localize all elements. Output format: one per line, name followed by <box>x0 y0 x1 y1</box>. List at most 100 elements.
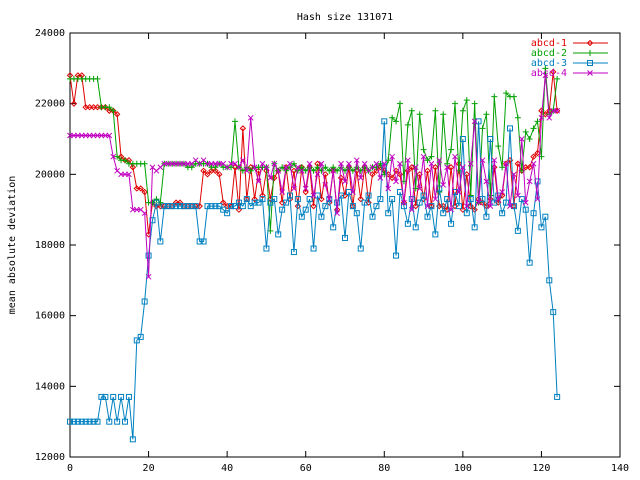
marker <box>428 153 435 160</box>
y-tick-label: 22000 <box>35 99 65 110</box>
marker <box>302 185 309 192</box>
marker <box>534 118 541 125</box>
marker <box>381 118 388 125</box>
marker <box>444 160 451 167</box>
marker <box>479 125 486 132</box>
marker <box>153 199 160 206</box>
marker <box>345 189 352 195</box>
marker <box>416 185 423 192</box>
marker <box>373 203 380 210</box>
legend-label: abcd-1 <box>531 38 567 49</box>
marker <box>522 206 529 213</box>
marker <box>463 97 470 104</box>
marker <box>259 192 266 199</box>
marker <box>459 136 466 142</box>
marker <box>90 418 97 425</box>
marker <box>126 171 132 178</box>
marker <box>534 196 541 202</box>
marker <box>106 132 113 139</box>
marker <box>334 167 341 174</box>
marker <box>424 157 431 164</box>
marker <box>192 203 199 210</box>
marker <box>447 164 455 171</box>
marker <box>542 65 549 72</box>
legend-marker <box>586 39 594 47</box>
marker <box>255 178 262 185</box>
marker <box>467 160 474 167</box>
marker <box>526 259 533 266</box>
marker <box>74 418 81 425</box>
marker <box>279 164 286 171</box>
marker <box>491 199 498 206</box>
marker <box>318 160 325 167</box>
marker <box>440 111 447 118</box>
marker <box>334 199 341 206</box>
marker <box>393 178 399 185</box>
marker <box>554 107 560 114</box>
marker <box>420 146 427 153</box>
marker <box>153 196 160 203</box>
marker <box>70 100 78 107</box>
marker <box>538 224 545 231</box>
marker <box>483 178 490 185</box>
marker <box>310 202 317 210</box>
marker <box>180 203 187 210</box>
marker <box>514 160 522 167</box>
marker <box>483 111 490 118</box>
marker <box>530 160 537 167</box>
marker <box>408 196 415 203</box>
x-tick-label: 140 <box>611 463 629 474</box>
marker <box>522 199 529 206</box>
marker <box>357 175 364 181</box>
marker <box>145 273 152 280</box>
marker <box>385 210 392 217</box>
marker <box>122 418 128 425</box>
marker <box>208 203 215 210</box>
marker <box>377 175 384 181</box>
marker <box>361 199 368 206</box>
marker <box>432 196 439 202</box>
marker <box>86 418 93 425</box>
marker <box>499 189 505 195</box>
marker <box>503 90 510 97</box>
marker <box>471 100 478 107</box>
marker <box>337 174 345 182</box>
marker <box>420 192 427 199</box>
marker <box>499 164 506 171</box>
marker <box>184 203 191 210</box>
y-tick-label: 24000 <box>35 28 65 39</box>
marker <box>279 206 286 213</box>
marker <box>503 160 509 167</box>
marker <box>507 125 513 132</box>
marker <box>534 178 541 185</box>
marker <box>220 206 227 213</box>
marker <box>118 393 125 400</box>
marker <box>322 164 329 171</box>
marker <box>487 203 494 209</box>
marker <box>145 252 152 259</box>
marker <box>133 337 140 344</box>
marker <box>514 227 521 234</box>
x-tick-label: 80 <box>378 463 390 474</box>
marker <box>232 118 238 125</box>
marker <box>428 160 435 167</box>
legend-marker <box>587 60 593 66</box>
legend-label: abcd-4 <box>531 68 567 79</box>
y-tick-label: 12000 <box>35 452 65 463</box>
marker <box>440 182 447 188</box>
marker <box>314 192 321 199</box>
marker <box>515 192 521 199</box>
marker <box>526 178 533 185</box>
marker <box>141 210 148 217</box>
marker <box>510 93 517 100</box>
marker <box>232 203 238 210</box>
marker <box>357 245 364 252</box>
marker <box>216 171 223 178</box>
marker <box>479 196 486 203</box>
marker <box>475 199 482 206</box>
marker <box>212 164 219 171</box>
legend-marker <box>587 70 593 76</box>
marker <box>275 231 282 238</box>
marker <box>200 167 207 175</box>
marker <box>290 249 297 256</box>
